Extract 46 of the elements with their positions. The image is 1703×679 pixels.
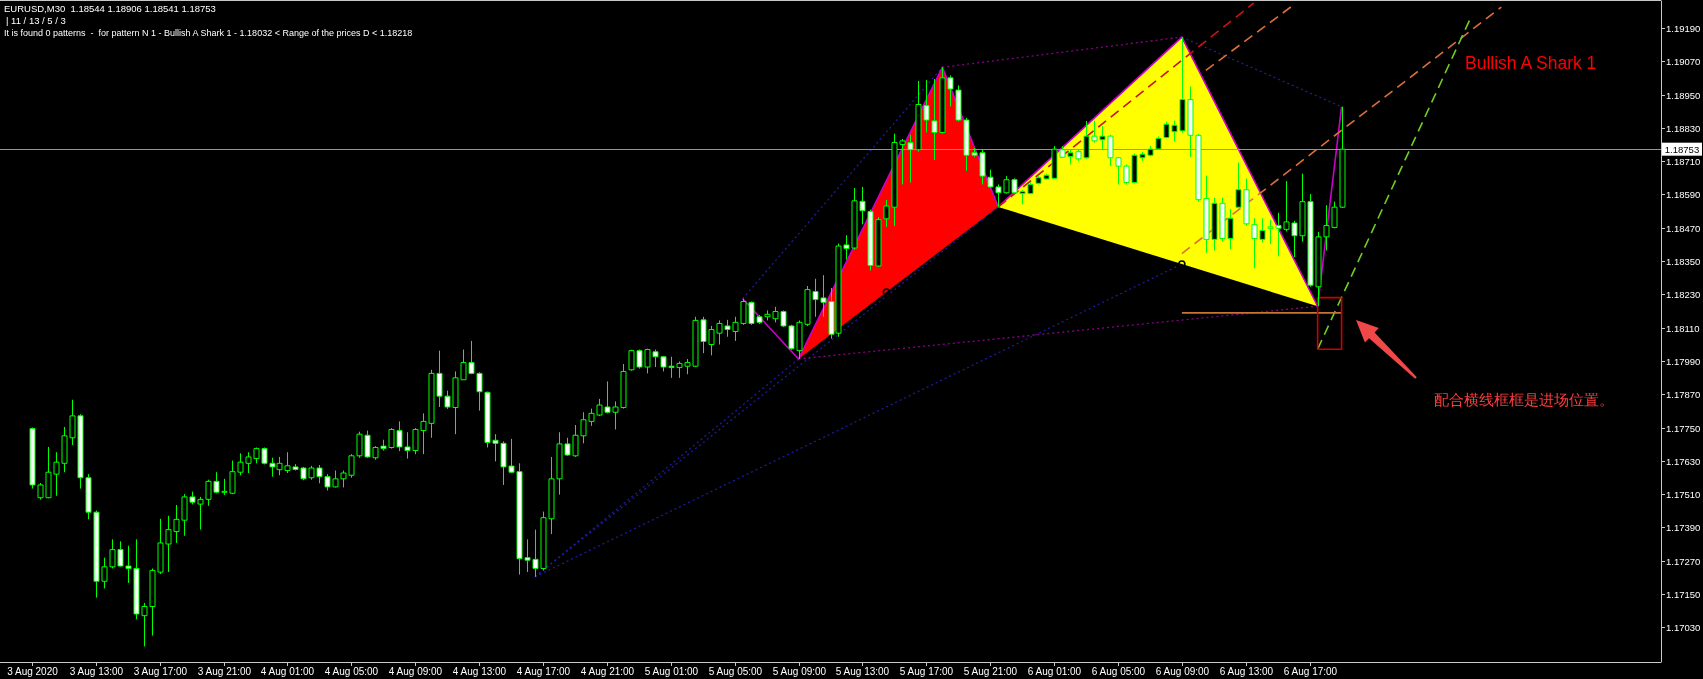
ref-line-label: 1.18753 bbox=[1664, 143, 1700, 155]
x-tick-label: 6 Aug 01:00 bbox=[1027, 666, 1082, 677]
y-tick-label: 1.19070 bbox=[1666, 56, 1701, 67]
y-tick-label: 1.17750 bbox=[1666, 423, 1701, 434]
x-tick-label: 4 Aug 05:00 bbox=[324, 666, 379, 677]
x-tick-label: 4 Aug 09:00 bbox=[388, 666, 443, 677]
y-tick-label: 1.17390 bbox=[1666, 522, 1701, 533]
x-tick-label: 4 Aug 13:00 bbox=[452, 666, 507, 677]
y-tick-label: 1.17030 bbox=[1666, 622, 1701, 633]
x-tick-label: 5 Aug 01:00 bbox=[644, 666, 699, 677]
x-tick-label: 5 Aug 09:00 bbox=[772, 666, 827, 677]
y-tick-label: 1.18230 bbox=[1666, 289, 1701, 300]
y-tick-label: 1.18950 bbox=[1666, 90, 1701, 101]
x-tick-label: 6 Aug 17:00 bbox=[1283, 666, 1338, 677]
y-tick-label: 1.18470 bbox=[1666, 223, 1701, 234]
y-tick-label: 1.18110 bbox=[1666, 323, 1700, 334]
x-tick-label: 4 Aug 21:00 bbox=[580, 666, 635, 677]
x-tick-label: 6 Aug 05:00 bbox=[1091, 666, 1146, 677]
y-tick-label: 1.17990 bbox=[1666, 356, 1701, 367]
y-tick-label: 1.18710 bbox=[1666, 156, 1701, 167]
y-tick-label: 1.17870 bbox=[1666, 389, 1701, 400]
y-tick-label: 1.18830 bbox=[1666, 123, 1701, 134]
y-tick-label: 1.18590 bbox=[1666, 189, 1701, 200]
annotation: It is found 0 patterns - for pattern N 1 - Bullish A Shark 1 - 1.18032 < Range of the prices D < 1.18218 bbox=[4, 28, 413, 38]
x-tick-label: 4 Aug 01:00 bbox=[260, 666, 315, 677]
x-tick-label: 5 Aug 05:00 bbox=[708, 666, 763, 677]
x-tick-label: 3 Aug 2020 bbox=[7, 666, 59, 677]
y-tick-label: 1.17510 bbox=[1666, 489, 1701, 500]
y-tick-label: 1.19190 bbox=[1666, 23, 1701, 34]
chart-title: EURUSD,M30 1.18544 1.18906 1.18541 1.18753 bbox=[4, 3, 216, 14]
x-tick-label: 4 Aug 17:00 bbox=[516, 666, 571, 677]
y-tick-label: 1.17150 bbox=[1666, 589, 1701, 600]
x-tick-label: 5 Aug 17:00 bbox=[899, 666, 954, 677]
x-tick-label: 3 Aug 13:00 bbox=[69, 666, 124, 677]
x-tick-label: 5 Aug 21:00 bbox=[963, 666, 1018, 677]
x-tick-label: 6 Aug 13:00 bbox=[1219, 666, 1274, 677]
y-tick-label: 1.18350 bbox=[1666, 256, 1701, 267]
x-tick-label: 5 Aug 13:00 bbox=[835, 666, 890, 677]
annotation: 配合横线框框是进场位置。 bbox=[1434, 391, 1614, 408]
annotation: Bullish A Shark 1 bbox=[1465, 53, 1597, 73]
x-tick-label: 3 Aug 21:00 bbox=[197, 666, 252, 677]
y-tick-label: 1.17270 bbox=[1666, 556, 1701, 567]
x-tick-label: 3 Aug 17:00 bbox=[133, 666, 188, 677]
x-tick-label: 6 Aug 09:00 bbox=[1155, 666, 1210, 677]
text: | 11 / 13 / 5 / 3 bbox=[6, 15, 66, 26]
y-tick-label: 1.17630 bbox=[1666, 456, 1701, 467]
